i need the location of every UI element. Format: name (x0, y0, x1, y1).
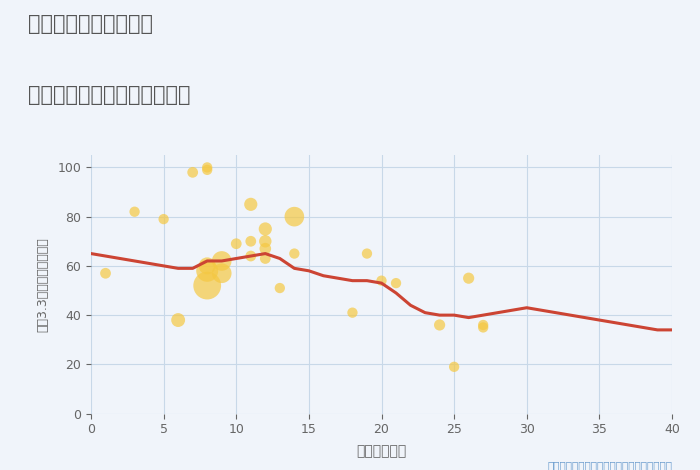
Point (172, 316, 183, 324)
Point (202, 164, 213, 171)
Point (202, 282, 213, 290)
Point (129, 208, 140, 215)
Point (216, 269, 228, 277)
Point (260, 245, 271, 252)
Point (376, 277, 387, 284)
Point (346, 309, 358, 316)
Point (100, 269, 111, 277)
Point (361, 250, 372, 258)
Point (245, 252, 256, 260)
Point (391, 279, 402, 287)
Text: 円の大きさは、取引のあった物件面積を示す: 円の大きさは、取引のあった物件面積を示す (547, 460, 672, 470)
Text: 三重県松阪市西黒部町: 三重県松阪市西黒部町 (28, 14, 153, 34)
Point (202, 262, 213, 270)
Point (260, 255, 271, 262)
Point (477, 324, 489, 331)
Point (477, 321, 489, 329)
Point (187, 169, 198, 176)
Point (202, 267, 213, 274)
Point (289, 250, 300, 258)
Point (260, 225, 271, 233)
Y-axis label: 平（3.3㎡）単価（万円）: 平（3.3㎡）単価（万円） (36, 237, 49, 332)
Point (434, 321, 445, 329)
X-axis label: 築年数（年）: 築年数（年） (356, 445, 407, 459)
Point (158, 215, 169, 223)
Point (260, 237, 271, 245)
Point (202, 166, 213, 173)
Point (289, 213, 300, 220)
Text: 築年数別中古マンション価格: 築年数別中古マンション価格 (28, 85, 190, 105)
Point (245, 237, 256, 245)
Point (231, 240, 242, 248)
Point (274, 284, 286, 292)
Point (449, 363, 460, 370)
Point (216, 257, 228, 265)
Point (245, 201, 256, 208)
Point (463, 274, 475, 282)
